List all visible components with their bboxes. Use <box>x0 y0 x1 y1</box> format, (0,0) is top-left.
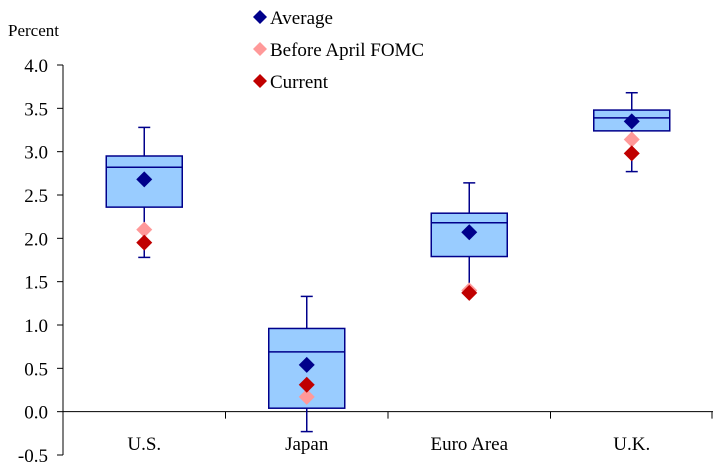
y-tick-label: 1.0 <box>24 316 48 337</box>
y-tick-label: 3.0 <box>24 143 48 164</box>
category-label-euro-area: Euro Area <box>430 434 508 455</box>
y-tick-label: 0.5 <box>24 359 48 380</box>
marker-current-u-s <box>136 234 153 251</box>
marker-before-april-fomc-u-k <box>623 131 640 148</box>
marker-average-u-k <box>623 113 640 130</box>
category-label-u-k: U.K. <box>613 434 650 455</box>
marker-current-japan <box>298 376 315 393</box>
legend: Average Before April FOMC Current <box>253 8 424 93</box>
marker-average-japan <box>298 356 315 373</box>
y-axis-unit-label: Percent <box>8 21 59 40</box>
y-tick-label: 0.0 <box>24 403 48 424</box>
category-label-japan: Japan <box>285 434 329 455</box>
legend-label-average: Average <box>270 8 333 29</box>
y-axis: -0.5 0.0 0.5 1.0 1.5 2.0 2.5 3.0 3.5 4.0 <box>18 56 64 465</box>
box-rect <box>105 155 183 208</box>
y-tick-label: -0.5 <box>18 446 48 465</box>
markers-group <box>136 113 640 405</box>
category-label-u-s: U.S. <box>127 434 161 455</box>
legend-marker-average <box>253 10 267 24</box>
marker-current-euro-area <box>461 284 478 301</box>
marker-average-u-s <box>136 171 153 188</box>
boxes-group <box>105 91 671 433</box>
marker-before-april-fomc-japan <box>298 388 315 405</box>
legend-marker-before-april-fomc <box>253 42 267 56</box>
y-tick-label: 3.5 <box>24 99 48 120</box>
legend-marker-current <box>253 74 267 88</box>
y-tick-label: 4.0 <box>24 56 48 77</box>
box-u-s <box>105 126 183 259</box>
marker-before-april-fomc-u-s <box>136 221 153 238</box>
marker-current-u-k <box>623 145 640 162</box>
y-tick-label: 2.0 <box>24 229 48 250</box>
y-tick-label: 1.5 <box>24 273 48 294</box>
legend-label-before-april-fomc: Before April FOMC <box>270 40 424 61</box>
legend-label-current: Current <box>270 72 329 93</box>
x-axis: U.S. Japan Euro Area U.K. <box>62 411 713 455</box>
y-tick-label: 2.5 <box>24 186 48 207</box>
marker-average-euro-area <box>461 224 478 241</box>
